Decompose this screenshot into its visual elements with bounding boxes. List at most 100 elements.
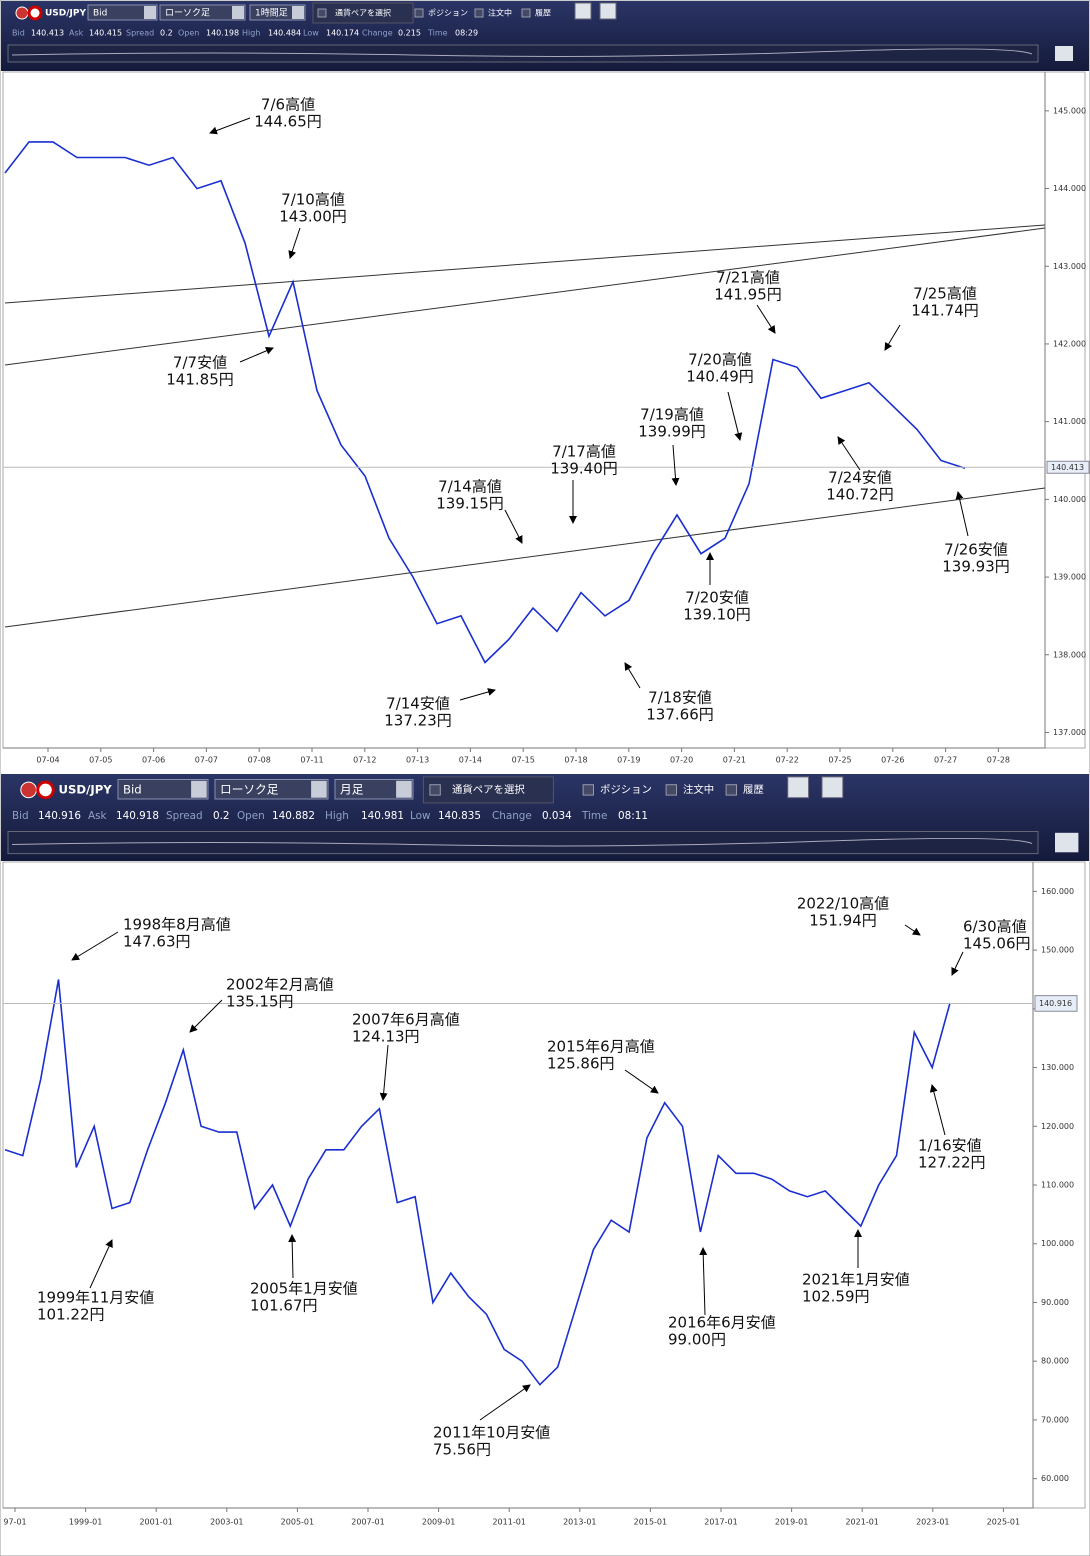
annotation-arrow <box>699 1247 708 1316</box>
y-tick-label: 60.000 <box>1041 1474 1069 1483</box>
annotation-title: 2021年1月安値 <box>802 1271 910 1289</box>
checkbox[interactable] <box>521 8 531 18</box>
annotation-price: 143.00円 <box>279 208 347 226</box>
y-tick-label: 100.000 <box>1041 1239 1074 1248</box>
stat-value: 0.215 <box>398 29 421 38</box>
current-price-tag <box>1034 995 1078 1012</box>
dropdown-value: 1時間足 <box>255 8 288 19</box>
x-tick-label: 07-27 <box>934 756 957 765</box>
annotation-arrow <box>239 347 274 363</box>
annotation-title: 7/26安値 <box>944 541 1008 559</box>
checkbox[interactable] <box>429 784 441 796</box>
annotation-price: 75.56円 <box>433 1441 491 1459</box>
stat-label: Bid <box>12 29 25 38</box>
x-tick-label: 2019-01 <box>775 1518 808 1527</box>
current-price-label: 140.916 <box>1039 999 1072 1008</box>
annotation-title: 7/14高値 <box>438 478 502 496</box>
dropdown[interactable] <box>214 779 329 800</box>
checkbox[interactable] <box>317 8 327 18</box>
checkbox[interactable] <box>414 8 424 18</box>
annotation-arrow <box>837 436 861 471</box>
trend-line <box>4 224 1046 304</box>
annotation-price: 139.10円 <box>683 606 751 624</box>
annotation-title: 7/24安値 <box>828 469 892 487</box>
annotation-price: 137.66円 <box>646 706 714 724</box>
stat-label: Time <box>581 810 607 822</box>
x-tick-label: 07-05 <box>89 756 112 765</box>
annotation-title: 7/19高値 <box>640 406 704 424</box>
x-tick-label: 07-15 <box>512 756 535 765</box>
tool-button[interactable] <box>574 2 592 20</box>
select-pair-label: 通貨ペアを選択 <box>335 8 391 18</box>
annotation-arrow <box>288 1234 297 1279</box>
y-tick-label: 140.000 <box>1053 495 1086 504</box>
annotation-price: 141.85円 <box>166 371 234 389</box>
checkbox-label: 注文中 <box>683 783 714 796</box>
current-price-tag <box>1046 460 1090 474</box>
dropdown-button[interactable] <box>396 780 412 798</box>
y-tick-label: 144.000 <box>1053 184 1086 193</box>
navigator[interactable] <box>7 44 1039 63</box>
zoom-button[interactable] <box>1055 832 1079 853</box>
trend-line <box>4 487 1046 628</box>
checkbox[interactable] <box>665 784 677 796</box>
annotation-price: 102.59円 <box>802 1288 870 1306</box>
dropdown[interactable] <box>249 4 306 21</box>
stat-value: 08:29 <box>455 29 478 38</box>
annotation-arrow <box>189 999 223 1033</box>
x-tick-label: 2021-01 <box>845 1518 878 1527</box>
dropdown-value: ローソク足 <box>165 8 210 19</box>
x-tick-label: 07-21 <box>723 756 746 765</box>
checkbox[interactable] <box>474 8 484 18</box>
x-tick-label: 07-19 <box>617 756 640 765</box>
annotation-arrow <box>727 391 743 441</box>
flag-us <box>15 6 29 20</box>
annotation-price: 145.06円 <box>963 935 1031 953</box>
annotation-price: 99.00円 <box>668 1331 726 1349</box>
annotation-arrow <box>929 1084 946 1136</box>
x-tick-label: 07-25 <box>828 756 851 765</box>
checkbox[interactable] <box>582 784 594 796</box>
annotation-arrow <box>955 491 969 537</box>
checkbox[interactable] <box>725 784 737 796</box>
annotation-title: 7/7安値 <box>173 354 227 372</box>
dropdown-value: 月足 <box>340 782 364 796</box>
annotation-arrow <box>479 1384 531 1421</box>
dropdown[interactable] <box>117 779 209 800</box>
annotation-title: 2015年6月高値 <box>547 1038 655 1056</box>
annotation-title: 7/20高値 <box>688 351 752 369</box>
stat-value: 140.174 <box>326 29 359 38</box>
dropdown-button[interactable] <box>144 6 156 19</box>
stat-value: 140.835 <box>438 810 481 822</box>
select-pair-button[interactable] <box>312 2 414 24</box>
x-tick-label: 1999-01 <box>69 1518 102 1527</box>
annotation-price: 147.63円 <box>123 933 191 951</box>
annotation-title: 2005年1月安値 <box>250 1280 358 1298</box>
x-tick-label: 07-08 <box>248 756 271 765</box>
zoom-button[interactable] <box>1055 46 1073 61</box>
dropdown-button[interactable] <box>292 6 304 19</box>
x-tick-label: 2007-01 <box>351 1518 384 1527</box>
annotation-arrow <box>89 1239 113 1289</box>
dropdown[interactable] <box>87 4 158 21</box>
annotation-arrow <box>624 662 641 689</box>
navigator[interactable] <box>7 831 1039 855</box>
select-pair-button[interactable] <box>422 776 554 804</box>
tool-button[interactable] <box>787 776 810 799</box>
stat-value: 140.484 <box>268 29 301 38</box>
dropdown-value: Bid <box>93 9 107 19</box>
dropdown-button[interactable] <box>311 780 327 798</box>
annotation-price: 140.72円 <box>826 486 894 504</box>
dropdown-button[interactable] <box>232 6 244 19</box>
tool-button[interactable] <box>599 2 617 20</box>
stat-value: 140.198 <box>206 29 239 38</box>
stat-value: 0.2 <box>160 29 173 38</box>
annotation-title: 2016年6月安値 <box>668 1314 776 1332</box>
annotation-price: 139.99円 <box>638 423 706 441</box>
dropdown-button[interactable] <box>191 780 207 798</box>
annotation-arrow <box>459 688 496 701</box>
dropdown[interactable] <box>334 779 414 800</box>
dropdown[interactable] <box>159 4 246 21</box>
annotation-price: 141.95円 <box>714 286 782 304</box>
tool-button[interactable] <box>821 776 844 799</box>
